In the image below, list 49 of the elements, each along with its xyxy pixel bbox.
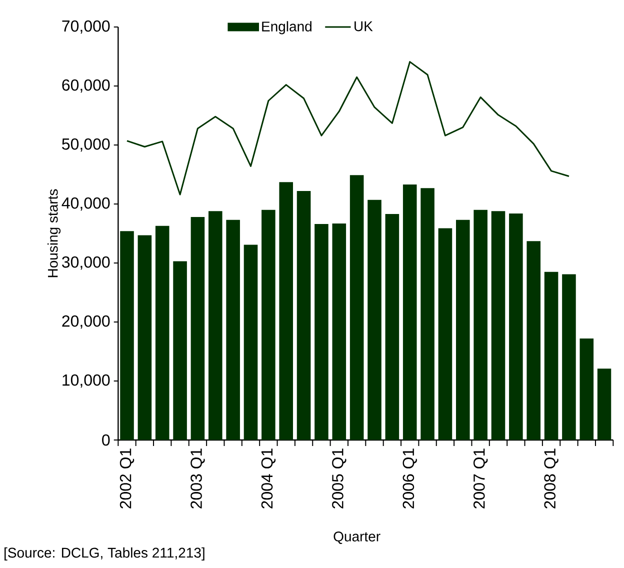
bar	[314, 224, 328, 440]
y-tick-label: 40,000	[62, 197, 110, 211]
bar	[350, 175, 364, 440]
x-axis-title: Quarter	[334, 532, 380, 544]
y-tick-label: 60,000	[62, 79, 110, 93]
bar	[544, 272, 558, 440]
bar	[509, 213, 523, 440]
bar	[368, 200, 382, 440]
bar	[190, 216, 205, 440]
x-tick-label: 2005 Q1	[332, 448, 346, 508]
bar	[120, 231, 134, 440]
bar	[580, 338, 594, 440]
y-tick-label: 30,000	[62, 256, 110, 270]
bar	[562, 274, 576, 440]
x-tick-label: 2008 Q1	[544, 448, 558, 508]
bar	[456, 220, 470, 440]
bar	[402, 184, 417, 440]
bar	[385, 214, 400, 440]
bar	[279, 182, 294, 440]
legend-label: England	[262, 21, 312, 34]
x-tick-label: 2007 Q1	[473, 448, 488, 508]
x-tick-label: 2006 Q1	[402, 448, 417, 508]
y-tick-label: 10,000	[62, 374, 110, 388]
bar	[597, 368, 612, 440]
bar	[262, 210, 276, 440]
bar	[491, 211, 506, 440]
y-tick-label: 20,000	[62, 315, 110, 329]
legend-label: UK	[354, 21, 373, 32]
bar	[173, 261, 187, 440]
bar	[474, 210, 488, 440]
y-axis-title: Housing starts	[48, 189, 61, 278]
bar	[526, 241, 541, 440]
y-tick-label: 50,000	[62, 138, 110, 152]
bar	[420, 188, 434, 440]
y-tick-label: 70,000	[62, 20, 110, 34]
bar	[438, 228, 452, 440]
y-tick-label: 0	[102, 434, 110, 446]
x-tick-label: 2002 Q1	[120, 448, 134, 508]
x-tick-label: 2003 Q1	[190, 448, 205, 508]
bar	[155, 226, 170, 440]
bar	[138, 235, 152, 440]
bar	[226, 220, 240, 440]
x-tick-label: 2004 Q1	[261, 448, 276, 508]
bar	[208, 211, 222, 440]
bar	[296, 191, 311, 440]
bar	[244, 244, 258, 440]
line-series	[126, 61, 570, 196]
bar	[332, 223, 346, 440]
text: [Source: DCLG, Tables 211,213]	[4, 547, 204, 560]
